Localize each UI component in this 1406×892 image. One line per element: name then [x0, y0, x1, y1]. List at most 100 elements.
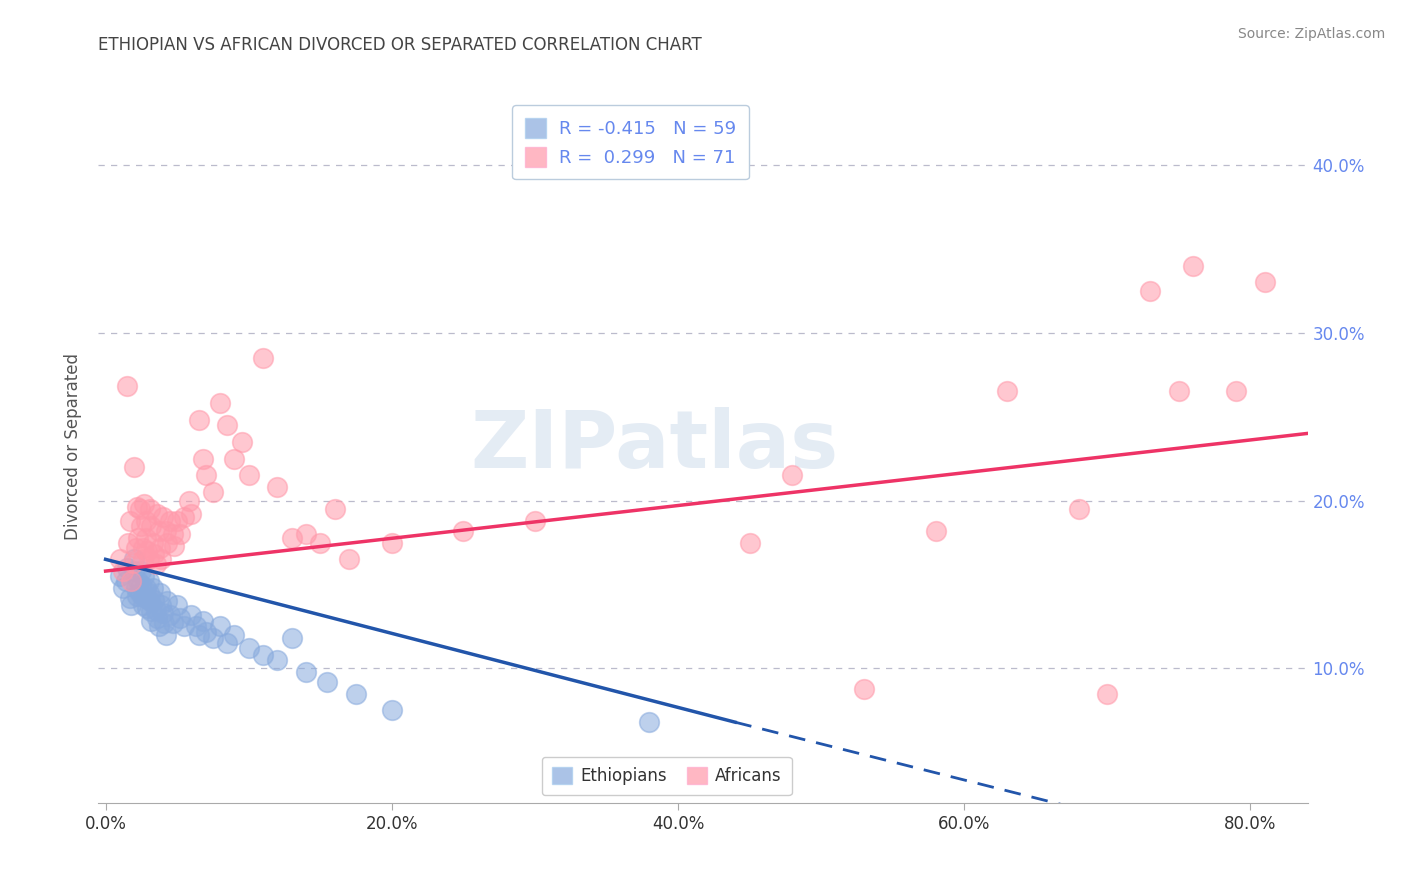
Point: [280, 531, 302, 545]
Point: [125, 589, 148, 603]
Point: [852, 681, 875, 696]
Point: [149, 586, 172, 600]
Point: [117, 535, 139, 549]
Point: [1167, 384, 1189, 399]
Point: [134, 497, 156, 511]
Point: [738, 535, 761, 549]
Point: [156, 594, 179, 608]
Point: [149, 541, 172, 555]
Point: [1225, 384, 1247, 399]
Point: [169, 611, 191, 625]
Point: [153, 616, 176, 631]
Point: [124, 541, 146, 555]
Point: [187, 628, 209, 642]
Point: [115, 560, 138, 574]
Point: [453, 524, 475, 538]
Point: [166, 598, 188, 612]
Point: [337, 552, 360, 566]
Point: [238, 641, 260, 656]
Point: [224, 451, 246, 466]
Point: [194, 468, 217, 483]
Point: [141, 518, 163, 533]
Point: [280, 632, 302, 646]
Point: [163, 539, 186, 553]
Point: [135, 581, 157, 595]
Point: [309, 535, 332, 549]
Point: [132, 598, 155, 612]
Y-axis label: Divorced or Separated: Divorced or Separated: [65, 352, 83, 540]
Point: [180, 507, 202, 521]
Point: [135, 531, 157, 545]
Point: [111, 564, 134, 578]
Point: [924, 524, 946, 538]
Point: [142, 535, 165, 549]
Point: [120, 598, 142, 612]
Point: [252, 648, 274, 662]
Point: [150, 598, 173, 612]
Point: [1253, 275, 1275, 289]
Point: [132, 541, 155, 555]
Point: [266, 653, 288, 667]
Point: [187, 413, 209, 427]
Point: [148, 524, 170, 538]
Point: [381, 535, 404, 549]
Point: [132, 552, 155, 566]
Point: [995, 384, 1018, 399]
Point: [135, 514, 157, 528]
Point: [295, 527, 318, 541]
Point: [118, 514, 141, 528]
Point: [191, 451, 214, 466]
Point: [143, 592, 166, 607]
Point: [124, 581, 146, 595]
Point: [316, 674, 339, 689]
Text: ZIPatlas: ZIPatlas: [471, 407, 839, 485]
Point: [156, 535, 179, 549]
Point: [184, 619, 207, 633]
Point: [209, 619, 232, 633]
Point: [201, 632, 224, 646]
Point: [138, 586, 160, 600]
Point: [136, 601, 159, 615]
Text: Source: ZipAtlas.com: Source: ZipAtlas.com: [1237, 27, 1385, 41]
Point: [122, 460, 145, 475]
Point: [125, 500, 148, 515]
Point: [1067, 502, 1090, 516]
Point: [145, 603, 167, 617]
Legend: Ethiopians, Africans: Ethiopians, Africans: [541, 757, 792, 795]
Point: [295, 665, 318, 679]
Point: [139, 502, 162, 516]
Point: [180, 607, 202, 622]
Point: [136, 544, 159, 558]
Point: [138, 574, 160, 589]
Point: [138, 552, 160, 566]
Point: [323, 502, 346, 516]
Point: [217, 636, 239, 650]
Point: [173, 619, 195, 633]
Point: [155, 524, 177, 538]
Point: [146, 611, 169, 625]
Point: [194, 624, 217, 639]
Point: [177, 493, 200, 508]
Point: [209, 396, 232, 410]
Point: [252, 351, 274, 365]
Point: [111, 581, 134, 595]
Point: [224, 628, 246, 642]
Point: [152, 510, 174, 524]
Point: [1139, 284, 1161, 298]
Point: [381, 703, 404, 717]
Point: [1182, 259, 1205, 273]
Point: [131, 564, 153, 578]
Point: [142, 581, 165, 595]
Point: [118, 591, 141, 605]
Point: [523, 514, 546, 528]
Point: [121, 556, 143, 570]
Point: [191, 615, 214, 629]
Point: [135, 591, 157, 605]
Point: [129, 586, 152, 600]
Point: [141, 604, 163, 618]
Point: [141, 615, 163, 629]
Text: ETHIOPIAN VS AFRICAN DIVORCED OR SEPARATED CORRELATION CHART: ETHIOPIAN VS AFRICAN DIVORCED OR SEPARAT…: [98, 36, 702, 54]
Point: [1097, 687, 1119, 701]
Point: [108, 569, 131, 583]
Point: [155, 628, 177, 642]
